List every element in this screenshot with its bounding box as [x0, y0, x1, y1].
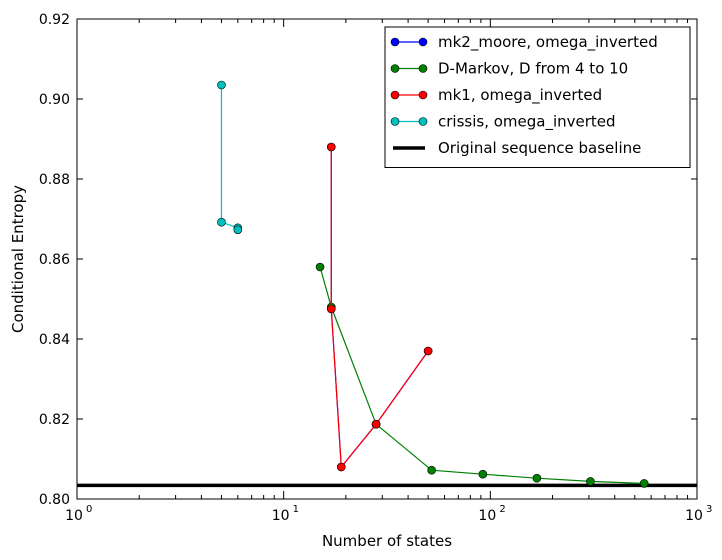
legend-marker: [418, 37, 428, 47]
x-tick-exponent: 0: [86, 504, 92, 515]
legend-entry: D-Markov, D from 4 to 10: [390, 60, 628, 78]
series-point-1: [315, 262, 325, 272]
legend-entry: crissis, omega_inverted: [390, 113, 616, 132]
series-point-1: [427, 465, 436, 475]
legend-marker: [418, 117, 428, 126]
legend-marker: [390, 64, 400, 73]
series-2: [326, 142, 433, 472]
x-tick-exponent: 2: [499, 504, 505, 515]
y-axis-title: Conditional Entropy: [9, 185, 27, 333]
x-tick-label: 10: [685, 508, 703, 524]
series-point-1: [478, 469, 488, 479]
y-tick-label: 0.84: [39, 332, 70, 348]
legend-entry: mk2_moore, omega_inverted: [390, 33, 658, 52]
legend-entry: mk1, omega_inverted: [390, 86, 602, 105]
y-tick-label: 0.86: [39, 252, 70, 268]
series-line-1: [319, 266, 645, 484]
x-tick-label: 10: [478, 508, 496, 524]
legend-label: crissis, omega_inverted: [438, 113, 616, 132]
legend-marker: [418, 64, 428, 73]
x-tick-label: 10: [272, 508, 290, 524]
x-tick-label: 10: [65, 508, 83, 524]
series-point-1: [586, 477, 595, 486]
series-point-1: [639, 479, 649, 488]
legend-label: mk1, omega_inverted: [438, 86, 602, 105]
x-tick-exponent: 1: [293, 504, 299, 515]
legend-marker: [390, 37, 400, 47]
legend-box: [384, 26, 691, 168]
x-tick-exponent: 3: [706, 504, 712, 515]
series-point-2: [326, 304, 336, 314]
series-point-3: [217, 80, 226, 90]
series-0: [326, 142, 433, 472]
x-axis-title: Number of states: [322, 532, 452, 550]
legend-label: mk2_moore, omega_inverted: [438, 33, 658, 52]
y-tick-label: 0.90: [39, 92, 70, 108]
legend-label: D-Markov, D from 4 to 10: [438, 60, 628, 78]
series-point-1: [532, 473, 542, 483]
series-point-2: [326, 142, 336, 152]
legend-entry: Original sequence baseline: [393, 139, 641, 157]
series-line-2: [330, 147, 429, 469]
legend: mk2_moore, omega_inverted D-Markov, D fro…: [384, 26, 691, 168]
series-point-3: [217, 217, 226, 227]
legend-marker: [390, 117, 400, 126]
y-tick-label: 0.82: [39, 412, 70, 428]
series-point-3: [233, 225, 243, 235]
legend-marker: [390, 90, 400, 100]
series-3: [217, 80, 243, 235]
series-point-2: [336, 462, 346, 472]
series-line-3: [220, 85, 239, 230]
y-tick-label: 0.92: [39, 12, 70, 28]
series-point-2: [371, 419, 381, 429]
legend-label: Original sequence baseline: [438, 139, 641, 157]
series-layer: [77, 80, 697, 488]
y-tick-label: 0.80: [39, 492, 70, 508]
series-1: [315, 262, 649, 488]
series-point-2: [423, 346, 433, 356]
legend-marker: [418, 90, 428, 100]
y-tick-label: 0.88: [39, 172, 70, 188]
